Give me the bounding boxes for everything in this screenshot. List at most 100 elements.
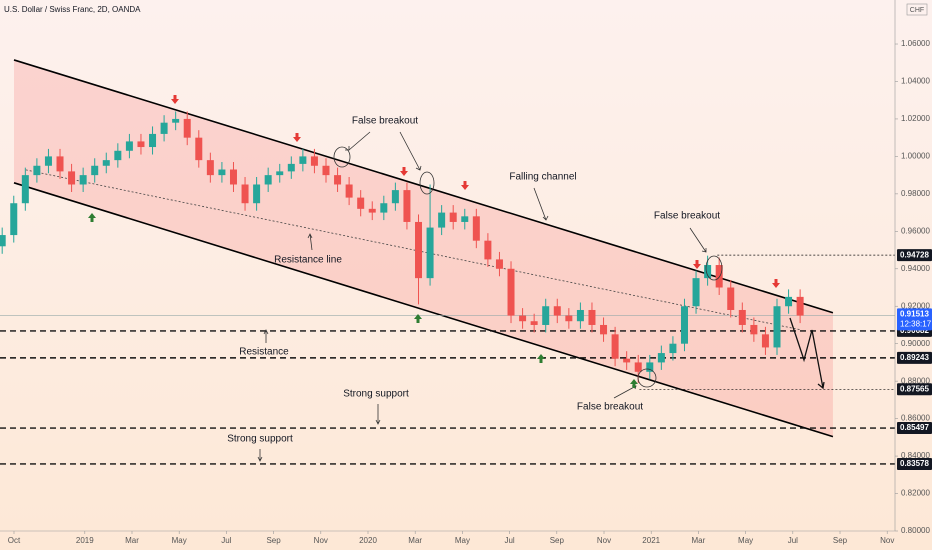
- circle: [333, 146, 351, 168]
- candle-body: [773, 306, 781, 348]
- candle-body: [68, 171, 76, 185]
- candle-body: [357, 197, 365, 209]
- candle-body: [380, 203, 388, 213]
- x-tick-label: May: [738, 536, 753, 545]
- circle: [637, 368, 657, 388]
- candle-body: [206, 160, 214, 176]
- candle-body: [565, 315, 573, 322]
- y-tick-label: 0.80000: [901, 526, 930, 535]
- candle-body: [368, 208, 376, 213]
- candle-body: [519, 315, 527, 322]
- candle-body: [761, 334, 769, 348]
- candle-body: [160, 122, 168, 134]
- level-label: 0.85497: [900, 423, 929, 432]
- currency: CHF: [910, 7, 924, 14]
- candle-body: [449, 212, 457, 222]
- pointer: [375, 404, 381, 425]
- candle-body: [253, 184, 261, 204]
- x-tick-label: Nov: [314, 536, 328, 545]
- candle-body: [79, 175, 87, 185]
- down-arrow: [400, 167, 408, 176]
- candle-body: [796, 296, 804, 316]
- x-tick-label: May: [455, 536, 470, 545]
- candle-body: [334, 175, 342, 185]
- candle-body: [44, 156, 52, 166]
- annotation: Resistance: [239, 347, 289, 358]
- candle-body: [299, 156, 307, 164]
- candle-body: [172, 118, 180, 123]
- annotation: False breakout: [654, 211, 720, 222]
- candle-body: [0, 235, 6, 247]
- candle-body: [438, 212, 446, 228]
- countdown-label: 12:38:17: [900, 319, 932, 328]
- x-tick-label: Sep: [833, 536, 848, 545]
- circle: [419, 171, 435, 195]
- up-arrow: [630, 379, 638, 388]
- candle-body: [403, 190, 411, 222]
- down-arrow: [461, 181, 469, 190]
- circle: [705, 255, 723, 281]
- candle-body: [461, 216, 469, 222]
- candle-body: [218, 169, 226, 176]
- y-tick-label: 0.98000: [901, 189, 930, 198]
- candle-body: [322, 165, 330, 176]
- channel-line: [13, 182, 834, 438]
- pointer: [307, 233, 313, 251]
- pointer: [263, 329, 269, 343]
- x-tick-label: Mar: [692, 536, 706, 545]
- channel-fill: [13, 59, 833, 437]
- candle-body: [56, 156, 64, 172]
- candle-body: [704, 265, 712, 279]
- signal-arrows: [88, 95, 780, 388]
- y-tick-label: 1.02000: [901, 114, 930, 123]
- pointer: [533, 187, 549, 221]
- candle-body: [576, 309, 584, 322]
- candle-body: [125, 141, 133, 151]
- annotation: Falling channel: [509, 172, 576, 183]
- x-tick-label: Sep: [550, 536, 565, 545]
- candle-body: [715, 265, 723, 288]
- level-label-box: [897, 457, 932, 470]
- candle-body: [692, 278, 700, 307]
- candle-body: [91, 165, 99, 176]
- level-label-box: [897, 351, 932, 364]
- candle-body: [600, 324, 608, 335]
- candle-body: [750, 324, 758, 335]
- candle-body: [680, 306, 688, 344]
- annotation: False breakout: [352, 116, 418, 127]
- level-label-box: [897, 422, 932, 435]
- up-arrow: [537, 354, 545, 363]
- y-tick-label: 0.94000: [901, 264, 930, 273]
- x-tick-label: Mar: [125, 536, 139, 545]
- candle-body: [241, 184, 249, 204]
- y-tick-label: 1.06000: [901, 39, 930, 48]
- y-tick-label: 0.92000: [901, 301, 930, 310]
- candle-body: [415, 221, 423, 279]
- candle-body: [391, 190, 399, 204]
- last-price-label: 0.91513: [900, 309, 929, 318]
- candle-body: [345, 184, 353, 198]
- candle-body: [727, 287, 735, 310]
- candle-body: [426, 227, 434, 279]
- candle-body: [657, 353, 665, 363]
- candle-body: [553, 306, 561, 316]
- y-tick-label: 0.90000: [901, 339, 930, 348]
- candle-body: [229, 169, 237, 185]
- x-tick-label: Nov: [880, 536, 894, 545]
- annotation-shapes: [257, 131, 825, 462]
- level-label: 0.89243: [900, 353, 929, 362]
- candle-body: [495, 259, 503, 269]
- candle-body: [507, 268, 515, 316]
- last-price-box: [897, 308, 932, 331]
- candle-body: [588, 309, 596, 325]
- candle-body: [10, 203, 18, 236]
- candle-body: [542, 306, 550, 325]
- up-arrow: [88, 213, 96, 222]
- annotation: Strong support: [227, 434, 293, 445]
- x-tick-label: 2021: [642, 536, 660, 545]
- level-label-box: [897, 249, 932, 262]
- y-tick-label: 1.04000: [901, 77, 930, 86]
